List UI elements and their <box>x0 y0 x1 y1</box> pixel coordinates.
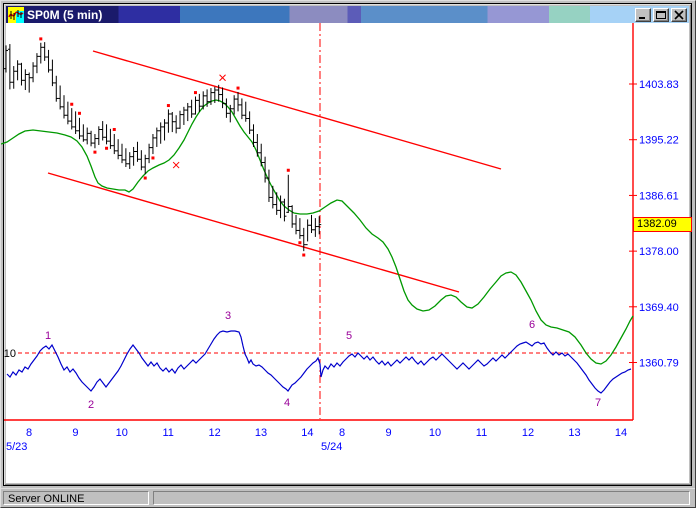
maximize-button[interactable] <box>653 7 669 22</box>
maximize-icon <box>656 10 666 19</box>
server-status-panel: Server ONLINE <box>3 491 149 505</box>
chart-window: SP0M (5 min) <box>3 3 692 486</box>
chart-client-area[interactable] <box>6 23 689 483</box>
chart-icon <box>8 6 24 23</box>
status-panel-secondary <box>153 491 690 505</box>
titlebar-buttons <box>635 7 687 22</box>
chart-window-titlebar[interactable]: SP0M (5 min) <box>6 6 689 23</box>
close-icon <box>674 9 684 20</box>
window-title: SP0M (5 min) <box>27 7 103 22</box>
status-bar: Server ONLINE <box>1 488 695 506</box>
last-price-badge: 1382.09 <box>633 217 692 232</box>
close-button[interactable] <box>671 7 687 22</box>
minimize-button[interactable] <box>635 7 651 22</box>
minimize-icon <box>639 16 645 19</box>
